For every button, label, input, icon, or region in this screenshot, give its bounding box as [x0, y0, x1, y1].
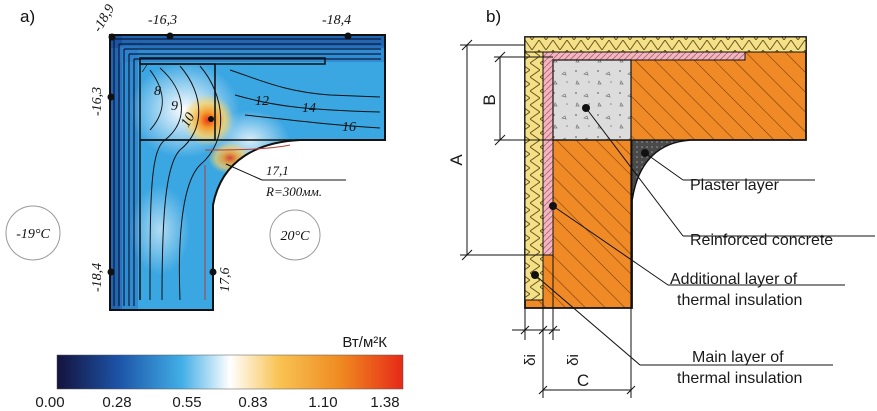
dim-delta-main: δi — [522, 354, 539, 366]
colorbar-tick-0: 0.00 — [35, 394, 64, 411]
plaster-layer — [631, 139, 691, 201]
isoline-label-14: 14 — [302, 101, 316, 116]
colorbar-tick-3: 0.83 — [238, 394, 267, 411]
callout-plaster: Plaster layer — [690, 177, 780, 194]
point-left-lower — [107, 268, 115, 276]
point-top-mid — [166, 32, 174, 40]
dimension-lines — [460, 39, 636, 398]
temp-left-upper: -16,3 — [90, 87, 105, 116]
colorbar: Вт/м²К 0.00 0.28 0.55 0.83 1.10 1.38 — [35, 334, 404, 411]
inside-temp-marker: 20°C — [269, 209, 321, 261]
colorbar-tick-2: 0.55 — [172, 394, 201, 411]
point-hotspot — [208, 116, 214, 122]
fillet-radius: R=300мм. — [265, 184, 322, 199]
outside-temp-marker: -19°C — [5, 205, 61, 261]
panel-b-label: b) — [486, 7, 501, 26]
temp-top-left: -18,9 — [90, 2, 118, 35]
temp-left-lower: -18,4 — [90, 263, 105, 292]
callout-additional-line1: Additional layer of — [670, 271, 798, 288]
dim-delta-additional: δi — [565, 354, 582, 366]
point-bottom — [209, 268, 217, 276]
isoline-label-7: 7 — [141, 60, 148, 75]
main-insulation — [524, 51, 544, 301]
dim-a: A — [447, 154, 466, 166]
dim-b: B — [480, 94, 499, 105]
isoline-label-8: 8 — [154, 84, 161, 99]
wall-section — [524, 36, 807, 309]
colorbar-tick-1: 0.28 — [102, 394, 131, 411]
temp-bottom: 17,6 — [218, 268, 233, 293]
svg-text:20°C: 20°C — [281, 229, 311, 244]
temp-top-right: -18,4 — [322, 13, 351, 28]
panel-a-label: a) — [20, 7, 35, 26]
point-top-left — [108, 33, 116, 41]
isoline-label-12: 12 — [255, 94, 269, 109]
colorbar-unit: Вт/м²К — [342, 334, 387, 351]
temp-top-mid: -16,3 — [148, 13, 177, 28]
isoline-label-9: 9 — [171, 99, 178, 114]
callout-main-line2: thermal insulation — [677, 370, 802, 387]
colorbar-tick-4: 1.10 — [308, 394, 337, 411]
callout-concrete: Reinforced concrete — [690, 232, 833, 249]
point-top-right — [344, 32, 352, 40]
callout-additional-line2: thermal insulation — [677, 292, 802, 309]
isoline-label-10: 10 — [178, 110, 198, 130]
fillet-temp: 17,1 — [266, 163, 289, 178]
reinforced-concrete — [552, 59, 632, 141]
svg-text:-19°C: -19°C — [16, 227, 50, 242]
callout-leaders — [534, 107, 875, 366]
dim-c: C — [577, 371, 589, 390]
callout-main-line1: Main layer of — [692, 349, 784, 366]
isoline-label-16: 16 — [342, 120, 356, 135]
colorbar-tick-5: 1.38 — [370, 394, 399, 411]
thermal-field-map: 7 8 9 10 12 14 16 -18,9 -16,3 -18,4 -16,… — [90, 2, 386, 311]
point-left-upper — [107, 93, 115, 101]
